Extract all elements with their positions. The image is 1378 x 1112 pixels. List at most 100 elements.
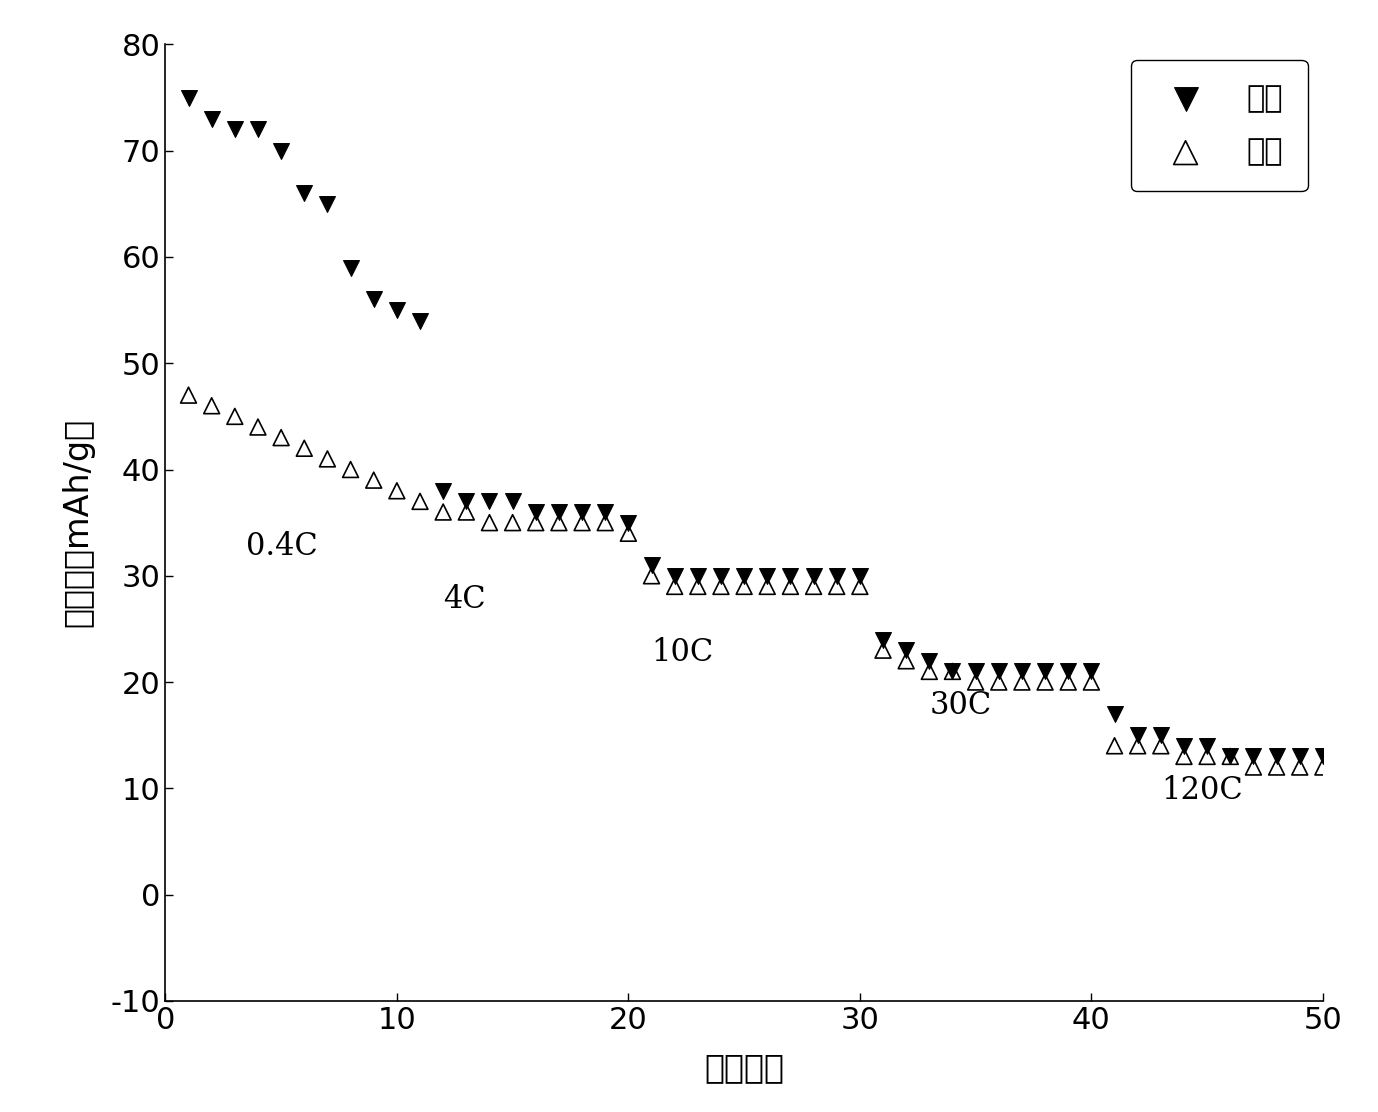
放电	[686, 577, 708, 595]
充电	[478, 493, 500, 510]
充电	[1173, 737, 1195, 755]
充电	[455, 493, 477, 510]
放电	[294, 439, 316, 457]
放电	[710, 577, 732, 595]
放电	[478, 514, 500, 532]
放电	[1104, 737, 1126, 755]
充电	[1196, 737, 1218, 755]
放电	[1149, 737, 1171, 755]
充电	[849, 567, 871, 585]
充电	[362, 290, 384, 308]
充电	[525, 503, 547, 520]
放电	[849, 577, 871, 595]
放电	[872, 642, 894, 659]
放电	[1265, 758, 1287, 776]
充电	[617, 514, 639, 532]
Text: 10C: 10C	[652, 637, 714, 668]
放电	[1011, 673, 1034, 691]
充电	[941, 663, 963, 681]
充电	[988, 663, 1010, 681]
充电	[1312, 747, 1334, 765]
充电	[1265, 747, 1287, 765]
充电	[386, 301, 408, 319]
充电	[1127, 726, 1149, 744]
放电	[988, 673, 1010, 691]
充电	[1220, 747, 1242, 765]
充电	[570, 503, 593, 520]
Legend: 充电, 放电: 充电, 放电	[1130, 60, 1308, 191]
充电	[825, 567, 847, 585]
充电	[201, 110, 223, 128]
放电	[896, 652, 918, 669]
放电	[386, 481, 408, 499]
充电	[896, 642, 918, 659]
放电	[339, 460, 361, 478]
充电	[294, 185, 316, 202]
放电	[1057, 673, 1079, 691]
充电	[339, 259, 361, 277]
充电	[409, 311, 431, 329]
充电	[1011, 663, 1034, 681]
放电	[548, 514, 570, 532]
放电	[247, 418, 269, 436]
充电	[433, 481, 455, 499]
放电	[1243, 758, 1265, 776]
充电	[1288, 747, 1310, 765]
放电	[733, 577, 755, 595]
充电	[802, 567, 824, 585]
放电	[409, 493, 431, 510]
放电	[502, 514, 524, 532]
充电	[965, 663, 987, 681]
放电	[362, 471, 384, 489]
充电	[247, 120, 269, 138]
放电	[664, 577, 686, 595]
放电	[270, 429, 292, 447]
充电	[317, 195, 339, 212]
充电	[872, 631, 894, 648]
放电	[201, 397, 223, 415]
放电	[1220, 747, 1242, 765]
放电	[1034, 673, 1056, 691]
放电	[1080, 673, 1102, 691]
放电	[317, 450, 339, 468]
放电	[223, 407, 245, 425]
放电	[525, 514, 547, 532]
放电	[570, 514, 593, 532]
充电	[733, 567, 755, 585]
充电	[548, 503, 570, 520]
放电	[617, 525, 639, 543]
放电	[594, 514, 616, 532]
Text: 120C: 120C	[1160, 775, 1243, 806]
放电	[918, 663, 940, 681]
放电	[757, 577, 779, 595]
充电	[1243, 747, 1265, 765]
充电	[594, 503, 616, 520]
Y-axis label: 比容量（mAh/g）: 比容量（mAh/g）	[61, 418, 94, 627]
充电	[502, 493, 524, 510]
充电	[1057, 663, 1079, 681]
充电	[710, 567, 732, 585]
充电	[1104, 705, 1126, 723]
充电	[686, 567, 708, 585]
放电	[965, 673, 987, 691]
放电	[1288, 758, 1310, 776]
充电	[223, 120, 245, 138]
放电	[1312, 758, 1334, 776]
充电	[178, 89, 200, 107]
充电	[918, 652, 940, 669]
放电	[178, 386, 200, 404]
充电	[1080, 663, 1102, 681]
Text: 30C: 30C	[929, 689, 992, 721]
放电	[1173, 747, 1195, 765]
放电	[825, 577, 847, 595]
放电	[941, 663, 963, 681]
放电	[455, 503, 477, 520]
放电	[802, 577, 824, 595]
充电	[757, 567, 779, 585]
放电	[433, 503, 455, 520]
充电	[1149, 726, 1171, 744]
放电	[780, 577, 802, 595]
充电	[270, 142, 292, 160]
充电	[664, 567, 686, 585]
充电	[641, 556, 663, 574]
